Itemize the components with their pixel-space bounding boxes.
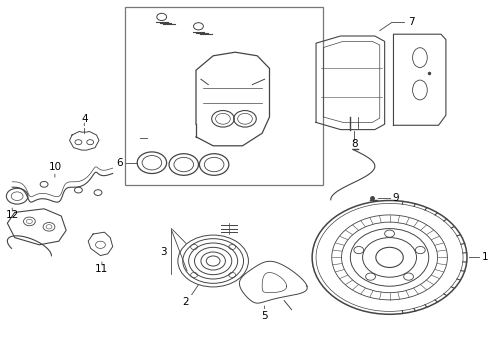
Text: 6: 6 (117, 158, 123, 168)
Text: 12: 12 (5, 210, 19, 220)
Text: 2: 2 (182, 297, 189, 307)
Text: 10: 10 (49, 162, 61, 172)
Text: 7: 7 (408, 17, 415, 27)
Text: 1: 1 (482, 252, 489, 262)
Text: 3: 3 (160, 247, 167, 257)
Text: 9: 9 (392, 193, 399, 203)
Bar (125, 7, 323, 185)
Text: 11: 11 (95, 264, 109, 274)
Text: 5: 5 (261, 311, 268, 321)
Text: 8: 8 (351, 139, 358, 149)
Text: 4: 4 (81, 114, 88, 124)
